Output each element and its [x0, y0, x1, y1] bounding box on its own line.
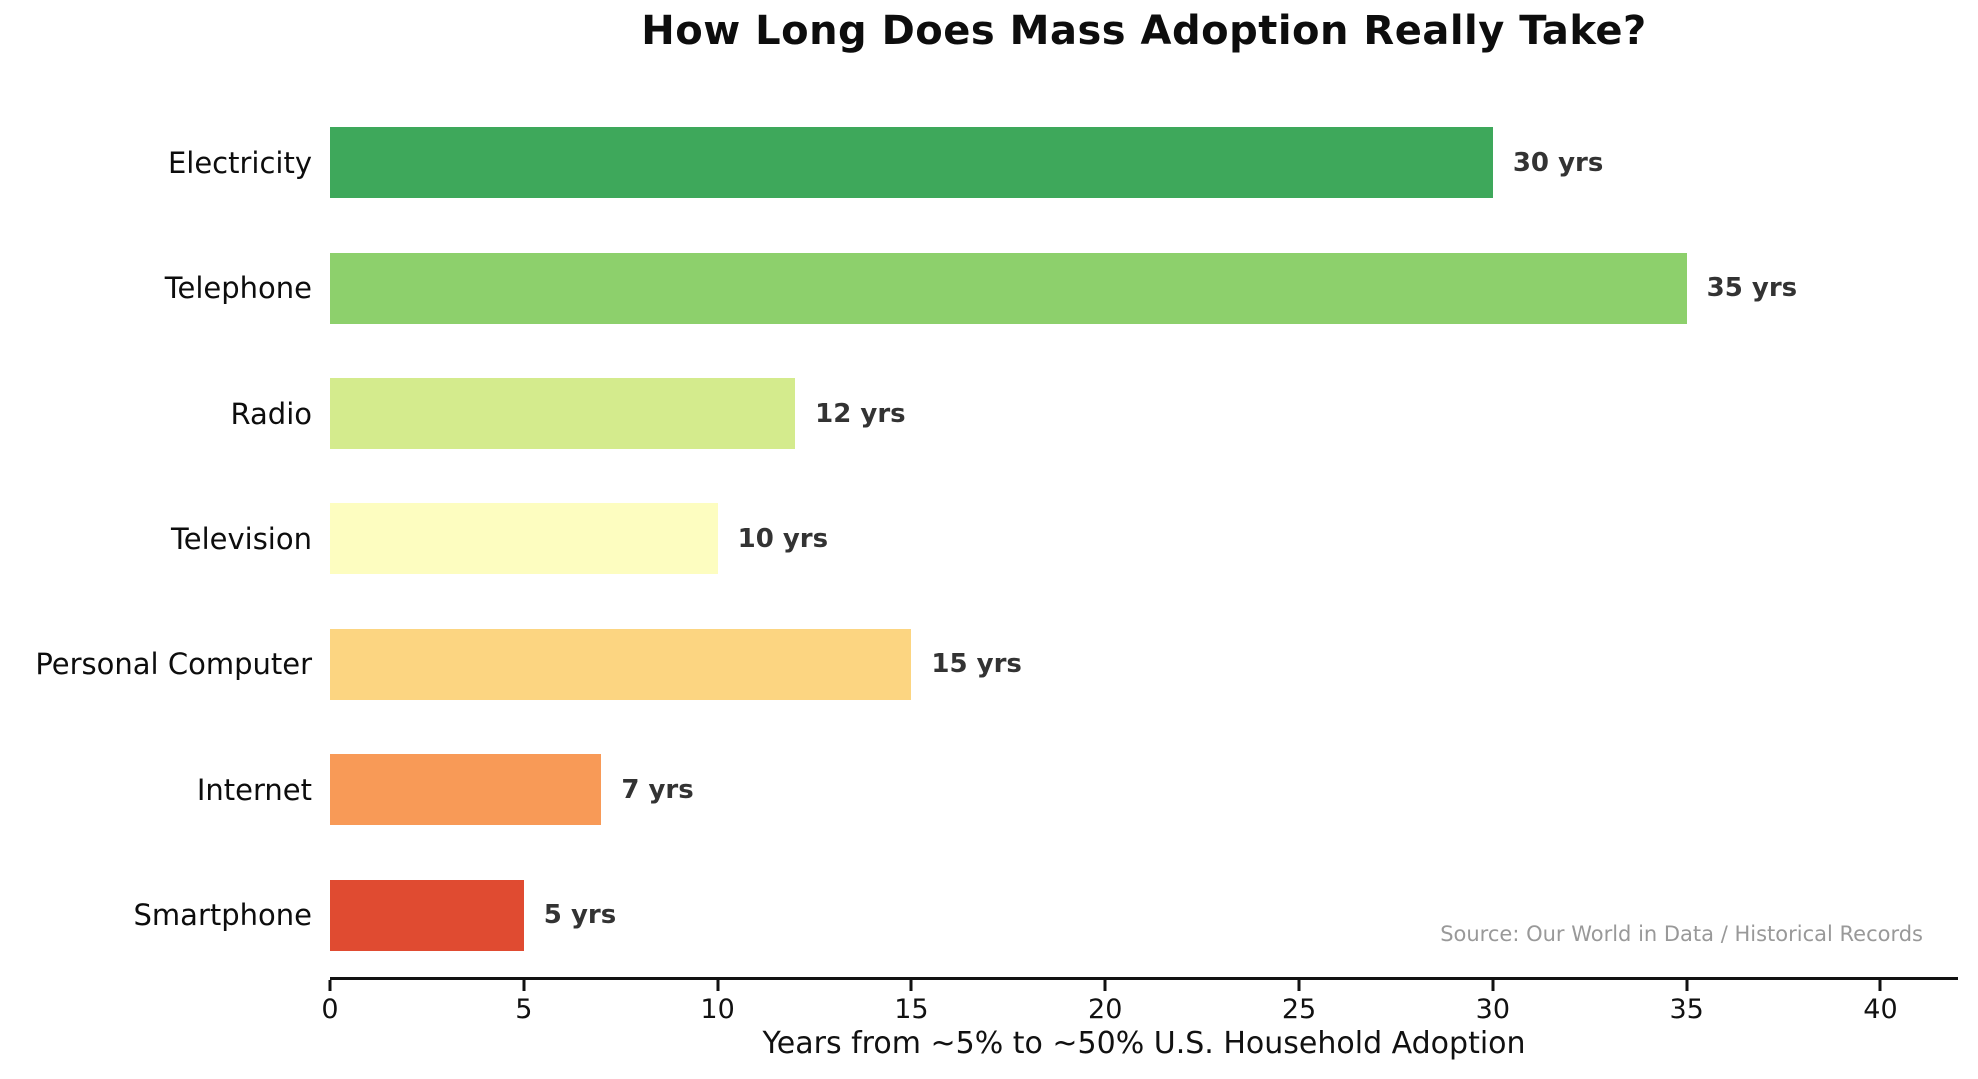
x-tick-mark — [1685, 980, 1689, 991]
category-label: Smartphone — [133, 898, 312, 933]
bar — [330, 252, 1687, 324]
value-label: 10 yrs — [737, 523, 829, 554]
x-tick-mark — [1103, 980, 1107, 991]
bar-track: 30 yrs — [330, 100, 1958, 225]
bar-track: 15 yrs — [330, 602, 1958, 727]
value-label: 12 yrs — [815, 398, 906, 429]
bar-row: Telephone 35 yrs — [0, 225, 1978, 350]
x-tick-label: 20 — [1088, 994, 1123, 1025]
bar-track: 35 yrs — [330, 225, 1958, 350]
x-tick-label: 5 — [515, 994, 533, 1025]
category-label: Electricity — [167, 145, 312, 180]
x-axis-ticks: 0 5 10 15 20 25 30 35 40 — [321, 980, 1958, 1040]
bar-row: Radio 12 yrs — [0, 351, 1978, 476]
x-tick-mark — [522, 980, 526, 991]
bar-track: 12 yrs — [330, 351, 1958, 476]
bar-row: Television 10 yrs — [0, 476, 1978, 601]
chart-title: How Long Does Mass Adoption Really Take? — [641, 8, 1647, 54]
x-tick-label: 30 — [1475, 994, 1511, 1025]
bar — [330, 879, 524, 951]
category-label: Personal Computer — [35, 647, 312, 682]
value-label: 30 yrs — [1512, 147, 1604, 178]
x-tick-mark — [909, 980, 913, 991]
x-tick-mark — [1297, 980, 1301, 991]
value-label: 35 yrs — [1706, 273, 1798, 304]
source-note: Source: Our World in Data / Historical R… — [1440, 922, 1923, 946]
bar-track: 10 yrs — [330, 476, 1958, 601]
x-tick-mark — [1491, 980, 1495, 991]
x-axis-title: Years from ~5% to ~50% U.S. Household Ad… — [762, 1026, 1526, 1061]
bar-row: Internet 7 yrs — [0, 727, 1978, 852]
x-tick-label: 0 — [321, 994, 339, 1025]
x-tick-mark — [716, 980, 720, 991]
x-axis-line — [330, 977, 1958, 980]
value-label: 15 yrs — [931, 649, 1022, 680]
bar — [330, 127, 1493, 199]
bar-row: Smartphone 5 yrs — [0, 853, 1978, 978]
x-tick-label: 35 — [1669, 994, 1704, 1025]
bar-track: 7 yrs — [330, 727, 1958, 852]
value-label: 5 yrs — [543, 900, 617, 931]
bar-rows-container: Electricity 30 yrs Telephone 35 yrs Radio 12 … — [0, 100, 1978, 978]
x-tick-label: 40 — [1863, 994, 1898, 1025]
bar — [330, 754, 602, 826]
x-tick-label: 25 — [1281, 994, 1317, 1025]
bar-row: Electricity 30 yrs — [0, 100, 1978, 225]
value-label: 7 yrs — [621, 774, 694, 805]
x-tick-label: 15 — [894, 994, 929, 1025]
x-tick-mark — [1878, 980, 1882, 991]
bar-row: Personal Computer 15 yrs — [0, 602, 1978, 727]
bar — [330, 503, 718, 575]
category-label: Telephone — [164, 271, 312, 306]
bar-track: 5 yrs — [330, 853, 1958, 978]
category-label: Internet — [196, 772, 312, 807]
category-label: Radio — [230, 396, 313, 431]
x-tick-mark — [328, 980, 332, 991]
x-tick-label: 10 — [700, 994, 735, 1025]
bar — [330, 378, 796, 450]
category-label: Television — [170, 521, 312, 556]
bar — [330, 628, 912, 700]
